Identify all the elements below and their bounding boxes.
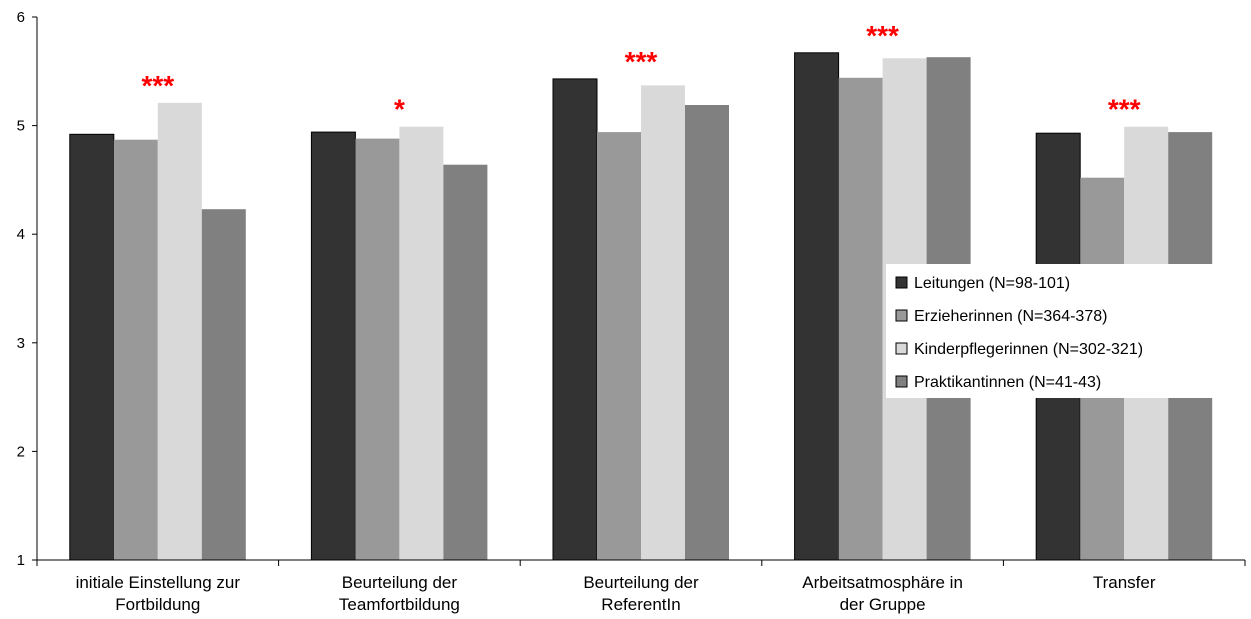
bar — [157, 102, 202, 561]
legend-swatch — [895, 375, 908, 388]
y-tick-label: 6 — [17, 9, 25, 26]
significance-marker: * — [394, 94, 405, 125]
bar — [399, 126, 444, 560]
bar — [201, 209, 246, 560]
bar — [113, 139, 158, 560]
y-tick-label: 1 — [17, 552, 25, 569]
legend-swatch — [895, 342, 908, 355]
bar — [838, 77, 883, 561]
category-label: der Gruppe — [840, 595, 926, 614]
bar — [794, 52, 840, 561]
significance-marker: *** — [866, 20, 899, 51]
legend-box — [886, 264, 1216, 398]
legend: Leitungen (N=98-101) Erzieherinnen (N=364… — [886, 264, 1216, 398]
bar — [443, 164, 488, 560]
y-tick-label: 2 — [17, 443, 25, 460]
legend-label: Kinderpflegerinnen (N=302-321) — [914, 341, 1143, 358]
y-tick-label: 3 — [17, 335, 25, 352]
legend-label: Erzieherinnen (N=364-378) — [914, 308, 1107, 325]
axis-layer: 1 2 3 4 5 6 initiale Einstellung zur Fortbildun… — [17, 9, 1246, 614]
y-tick-label: 4 — [17, 226, 25, 243]
category-label: Arbeitsatmosphäre in — [802, 573, 963, 592]
bar — [597, 132, 641, 560]
legend-label: Leitungen (N=98-101) — [914, 275, 1070, 292]
category-label: Beurteilung der — [583, 573, 699, 592]
bar — [685, 105, 729, 560]
legend-label: Praktikantinnen (N=41-43) — [914, 374, 1101, 391]
category-label: Transfer — [1093, 573, 1156, 592]
bar — [552, 78, 598, 561]
bar — [641, 85, 685, 561]
significance-marker: *** — [141, 70, 174, 101]
category-label: ReferentIn — [601, 595, 680, 614]
bar — [355, 138, 400, 560]
bar — [69, 133, 115, 561]
bar — [310, 131, 356, 561]
category-label: Teamfortbildung — [339, 595, 460, 614]
category-label: Beurteilung der — [342, 573, 458, 592]
significance-marker: *** — [625, 46, 658, 77]
category-label: Fortbildung — [115, 595, 200, 614]
y-tick-label: 5 — [17, 118, 25, 135]
category-label: initiale Einstellung zur — [76, 573, 241, 592]
legend-swatch — [895, 276, 908, 289]
legend-swatch — [895, 309, 908, 322]
significance-marker: *** — [1108, 94, 1141, 125]
significance-layer: ************* — [141, 20, 1140, 125]
